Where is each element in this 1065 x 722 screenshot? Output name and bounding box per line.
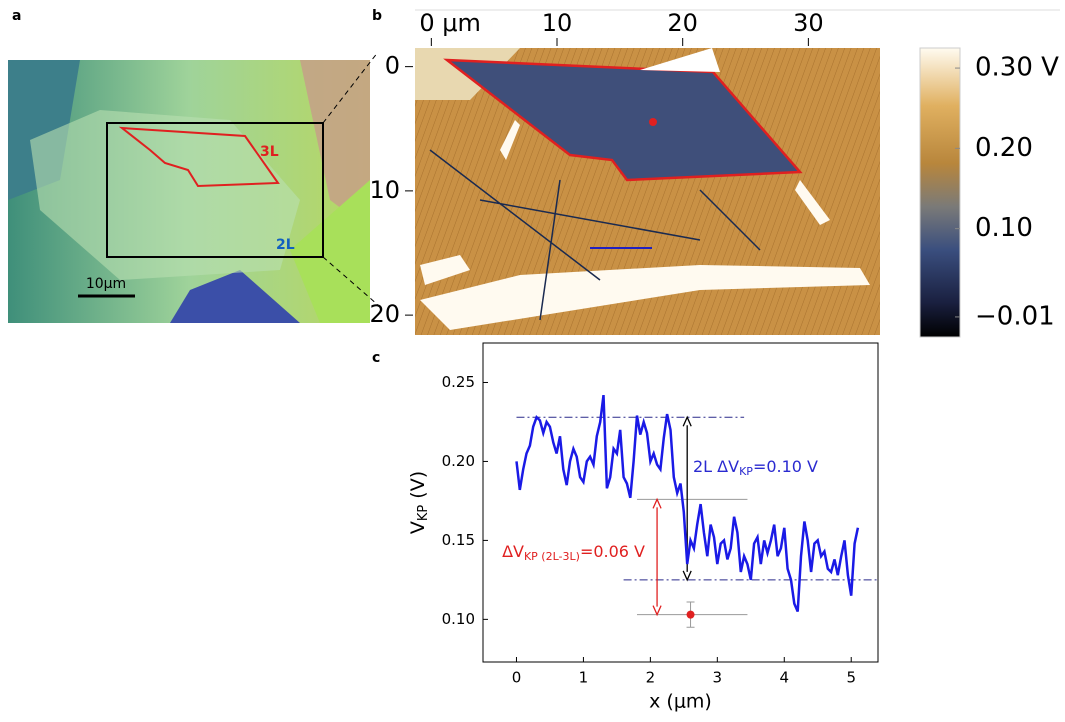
y-tick-label: 0 xyxy=(385,52,400,80)
annotation-part: =0.06 V xyxy=(580,542,645,561)
plot-frame xyxy=(482,342,879,663)
optical-image xyxy=(8,51,379,323)
x-tick-label: 2 xyxy=(646,669,656,687)
kpfm-image xyxy=(415,47,961,338)
colorbar-tick-label: 0.20 xyxy=(975,133,1033,163)
y-axis-label-part: KP xyxy=(416,505,431,522)
panel-label: b xyxy=(372,8,382,24)
x-tick-label: 30 xyxy=(793,9,824,37)
annotation: ΔVKP (2L-3L)=0.06 V xyxy=(502,542,645,564)
point xyxy=(686,610,695,619)
line xyxy=(515,394,860,612)
x-tick-label: 10 xyxy=(542,9,573,37)
x-tick-label: 4 xyxy=(779,669,789,687)
arrow-head xyxy=(652,605,662,617)
arrow-head xyxy=(652,497,662,509)
panel-label: c xyxy=(372,350,380,366)
y-tick-label: 0.20 xyxy=(442,452,475,470)
scale-bar-label: 10μm xyxy=(86,276,126,292)
x-tick-label: 20 xyxy=(667,9,698,37)
annotation-part: KP (2L-3L) xyxy=(524,550,580,563)
layer-label: 3L xyxy=(260,144,279,160)
annotation: 2L ΔVKP=0.10 V xyxy=(693,457,818,479)
panel-label: a xyxy=(12,8,21,24)
annotation-part: =0.10 V xyxy=(753,457,818,476)
layer-label: 2L xyxy=(276,237,295,253)
x-tick-label: 1 xyxy=(579,669,589,687)
annotation-part: ΔV xyxy=(502,542,524,561)
y-tick-label: 0.15 xyxy=(442,531,475,549)
y-axis-label-part: V xyxy=(407,521,429,534)
x-tick-label: 0 μm xyxy=(419,9,481,37)
colorbar-tick-label: −0.01 xyxy=(975,301,1055,331)
colorbar-tick-label: 0.10 xyxy=(975,213,1033,243)
x-tick-label: 3 xyxy=(713,669,723,687)
y-axis-label: VKP (V) xyxy=(407,471,431,534)
arrow-head xyxy=(682,570,692,582)
arrow-head xyxy=(682,415,692,427)
annotation-part: 2L ΔV xyxy=(693,457,739,476)
y-axis-label-part: (V) xyxy=(407,471,429,505)
y-tick-label: 20 xyxy=(369,300,400,328)
y-tick-label: 10 xyxy=(369,176,400,204)
colorbar-tick-label: 0.30 V xyxy=(975,53,1059,83)
x-tick-label: 5 xyxy=(846,669,856,687)
y-tick-label: 0.25 xyxy=(442,373,475,391)
x-axis-label: x (μm) xyxy=(649,691,712,713)
annotation-part: KP xyxy=(739,465,753,478)
x-tick-label: 0 xyxy=(512,669,522,687)
y-tick-label: 0.10 xyxy=(442,610,475,628)
